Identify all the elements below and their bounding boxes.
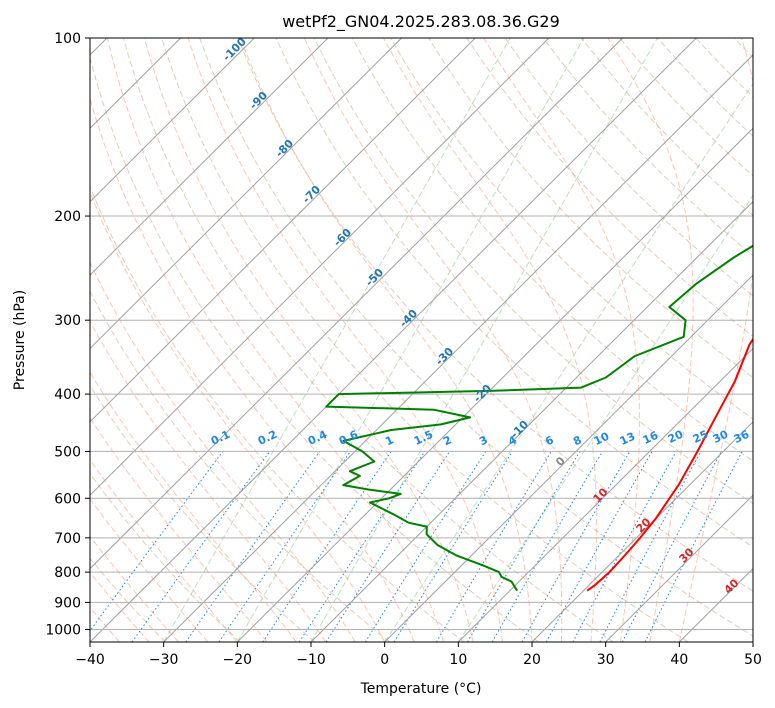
moist-adiabat-line — [90, 535, 179, 642]
dry-adiabat-line — [90, 290, 390, 642]
x-axis-label: Temperature (°C) — [360, 681, 482, 697]
mixing-ratio-line — [262, 451, 392, 642]
axis-ticks: −40 −30 −20 −10 0 10 20 30 40 50 100 200 300 400 500 60… — [45, 31, 762, 668]
moist-adiabat-line — [143, 38, 474, 642]
isotherm-line — [90, 38, 623, 570]
series-lines — [325, 244, 753, 592]
isotherm-line — [90, 38, 329, 276]
y-tick-label: 300 — [54, 313, 81, 329]
x-tick-label: 40 — [670, 652, 688, 668]
grid-lines — [90, 38, 753, 642]
mixing-ratio-label: 16 — [641, 429, 661, 447]
y-axis-label: Pressure (hPa) — [12, 290, 28, 390]
isotherm-line — [531, 421, 753, 642]
dry-adiabat-line — [237, 38, 753, 592]
dry-adiabat-line — [90, 472, 241, 642]
green-guide-line — [163, 38, 511, 642]
mixing-ratio-line — [521, 451, 631, 642]
dry-adiabat-line — [90, 185, 465, 642]
mixing-ratio-label: 25 — [691, 428, 710, 446]
isotherm-line — [90, 38, 402, 350]
x-tick-label: 20 — [523, 652, 541, 668]
isotherm-line — [384, 274, 753, 642]
moist-adiabat-line — [106, 38, 445, 642]
green-guide-line — [384, 82, 753, 642]
y-tick-label: 600 — [54, 491, 81, 507]
moist-adiabat-line — [678, 38, 753, 642]
mixing-ratio-label: 20 — [666, 428, 686, 446]
dry-adiabat-line — [466, 38, 753, 338]
y-tick-label: 900 — [54, 595, 81, 611]
moist-adiabat-line — [383, 38, 597, 642]
isotherm-line — [90, 38, 550, 496]
dry-adiabat-line — [90, 557, 166, 642]
mixing-ratio-line — [218, 451, 351, 642]
y-tick-label: 400 — [54, 387, 81, 403]
dry-adiabat-line — [90, 384, 316, 642]
mixing-ratio-label: 30 — [711, 428, 731, 446]
isotherm-line — [310, 200, 753, 642]
y-tick-label: 100 — [54, 31, 81, 47]
x-tick-label: 0 — [380, 652, 389, 668]
moist-adiabat-line — [90, 261, 356, 642]
mixing-ratio-line — [325, 451, 451, 642]
isotherm-line — [163, 54, 753, 642]
moist-adiabat-line — [90, 96, 415, 642]
mixing-ratio-line — [185, 451, 321, 642]
dry-adiabat-line — [351, 38, 753, 462]
green-guide-line — [457, 194, 753, 642]
y-tick-label: 500 — [54, 444, 81, 460]
mixing-ratio-line — [572, 451, 677, 642]
isotherm-line — [605, 494, 753, 642]
isotherm-line — [236, 127, 753, 642]
dry-adiabat-line — [275, 38, 753, 548]
dry-adiabat-line — [313, 38, 753, 505]
mixing-ratio-line — [644, 451, 743, 642]
x-tick-label: 10 — [449, 652, 467, 668]
dry-adiabat-line — [390, 38, 753, 420]
x-tick-label: −30 — [149, 652, 179, 668]
moist-adiabat-line — [90, 190, 386, 642]
green-guide-line — [236, 38, 585, 642]
moist-adiabat-line — [90, 571, 150, 642]
moist-adiabat-line — [303, 38, 563, 642]
isotherm-line — [457, 347, 753, 642]
mixing-ratio-line — [545, 451, 653, 642]
dry-adiabat-line — [504, 38, 753, 297]
mixing-ratio-line — [131, 451, 271, 642]
moist-adiabat-line — [240, 38, 533, 642]
mixing-ratio-label: 13 — [618, 430, 637, 448]
x-tick-label: −20 — [223, 652, 253, 668]
isotherm-line — [90, 38, 476, 423]
y-tick-label: 800 — [54, 565, 81, 581]
x-tick-label: 30 — [597, 652, 615, 668]
profile-line — [586, 337, 753, 592]
dry-adiabat-line — [122, 38, 614, 642]
mixing-ratio-line — [90, 451, 224, 632]
mixing-ratio-line — [393, 451, 513, 642]
background-lines — [90, 38, 753, 642]
y-tick-label: 700 — [54, 531, 81, 547]
moist-adiabat-line — [90, 416, 268, 642]
y-tick-label: 200 — [54, 209, 81, 225]
y-tick-label: 1000 — [45, 622, 81, 638]
isotherm-line — [90, 38, 255, 203]
plot-frame — [89, 37, 754, 643]
profile-line — [325, 244, 753, 592]
dry-adiabat-line — [161, 38, 689, 642]
moist-adiabat-line — [90, 458, 238, 642]
moist-adiabat-line — [483, 38, 640, 642]
x-tick-label: −10 — [296, 652, 326, 668]
chart-title: wetPf2_GN04.2025.283.08.36.G29 — [282, 12, 560, 32]
isotherm-line — [90, 38, 697, 642]
x-tick-label: 50 — [744, 652, 762, 668]
mixing-ratio-label: 10 — [592, 430, 612, 448]
x-tick-label: −40 — [75, 652, 105, 668]
green-guide-line — [310, 38, 658, 642]
moist-adiabat-line — [90, 498, 209, 642]
mixing-ratio-label: 36 — [732, 428, 752, 446]
